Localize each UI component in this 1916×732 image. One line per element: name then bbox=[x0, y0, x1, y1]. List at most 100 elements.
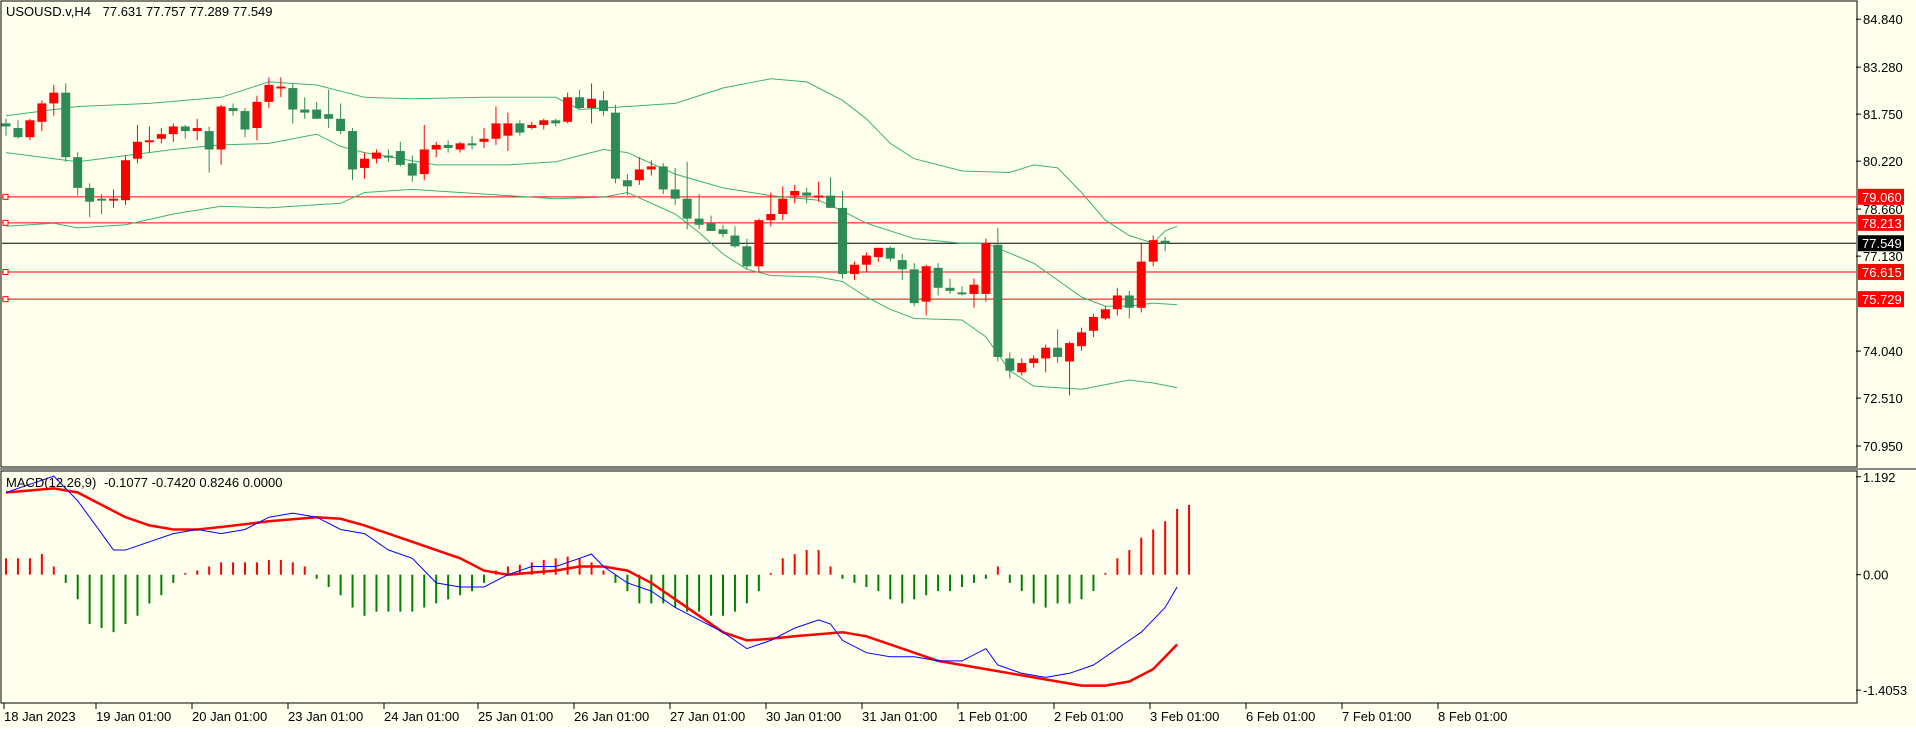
time-tick-label: 19 Jan 01:00 bbox=[96, 709, 171, 724]
bear-candle-body bbox=[1005, 358, 1015, 371]
bull-candle-body bbox=[252, 101, 262, 128]
bull-candle-body bbox=[527, 124, 537, 128]
bear-candle-body bbox=[694, 218, 704, 225]
bear-candle-body bbox=[897, 260, 907, 270]
bear-candle-body bbox=[551, 120, 561, 124]
bear-candle-body bbox=[288, 88, 298, 110]
bear-candle-body bbox=[383, 155, 393, 158]
bull-candle-body bbox=[969, 284, 979, 294]
bear-candle-body bbox=[228, 108, 238, 112]
bull-candle-body bbox=[168, 126, 178, 135]
bear-candle-body bbox=[945, 287, 955, 291]
price-tick-label: 70.950 bbox=[1863, 439, 1903, 454]
bull-candle-body bbox=[849, 264, 859, 274]
bear-candle-body bbox=[240, 111, 250, 130]
bollinger-upper-line bbox=[5, 78, 1178, 244]
bull-candle-body bbox=[1029, 358, 1039, 364]
bear-candle-body bbox=[885, 247, 895, 259]
bear-candle-body bbox=[73, 157, 83, 188]
time-tick-label: 20 Jan 01:00 bbox=[192, 709, 267, 724]
time-tick-label: 3 Feb 01:00 bbox=[1150, 709, 1219, 724]
level-price-label: 75.729 bbox=[1862, 292, 1902, 307]
bull-candle-body bbox=[360, 158, 369, 168]
bollinger-lower-line bbox=[5, 188, 1178, 390]
bull-candle-body bbox=[156, 134, 166, 139]
bull-candle-body bbox=[1136, 261, 1146, 308]
bull-candle-body bbox=[371, 152, 381, 159]
time-tick-label: 26 Jan 01:00 bbox=[574, 709, 649, 724]
bull-candle-body bbox=[981, 243, 991, 294]
price-tick-label: 83.280 bbox=[1863, 60, 1903, 75]
bear-candle-body bbox=[407, 163, 417, 176]
bull-candle-body bbox=[1100, 309, 1110, 319]
bear-candle-body bbox=[97, 198, 107, 201]
macd-pane-frame bbox=[0, 470, 1858, 704]
level-anchor bbox=[2, 193, 9, 200]
bear-candle-body bbox=[300, 109, 310, 113]
macd-tick-label: -1.4053 bbox=[1863, 683, 1907, 698]
price-pane-frame bbox=[0, 0, 1858, 468]
bull-candle-body bbox=[455, 143, 465, 150]
macd-header: MACD(12,26,9) -0.1077 -0.7420 0.8246 0.0… bbox=[6, 475, 282, 490]
time-tick-label: 7 Feb 01:00 bbox=[1342, 709, 1411, 724]
price-tick-label: 72.510 bbox=[1863, 391, 1903, 406]
level-price-tag bbox=[1858, 263, 1904, 280]
price-pane[interactable] bbox=[1, 77, 1857, 396]
bull-candle-body bbox=[766, 214, 776, 221]
bear-candle-body bbox=[658, 166, 668, 190]
bull-candle-body bbox=[1017, 363, 1027, 373]
level-anchor bbox=[2, 268, 9, 275]
bull-candle-body bbox=[563, 97, 573, 122]
bull-candle-body bbox=[1112, 295, 1122, 310]
level-price-tag bbox=[1858, 291, 1904, 308]
bear-candle-body bbox=[1, 123, 11, 127]
bear-candle-body bbox=[622, 180, 632, 187]
macd-label: MACD(12,26,9) bbox=[6, 475, 96, 490]
current-price-tag bbox=[1858, 235, 1904, 252]
time-tick-label: 30 Jan 01:00 bbox=[766, 709, 841, 724]
bull-candle-body bbox=[132, 141, 142, 159]
bear-candle-body bbox=[336, 118, 346, 132]
ohlc-values: 77.631 77.757 77.289 77.549 bbox=[103, 4, 273, 19]
bull-candle-body bbox=[790, 190, 800, 196]
bull-candle-body bbox=[814, 195, 824, 198]
bear-candle-body bbox=[1053, 347, 1063, 357]
level-price-label: 79.060 bbox=[1862, 190, 1902, 205]
bull-candle-body bbox=[25, 120, 35, 138]
bull-candle-body bbox=[1065, 343, 1075, 362]
bear-candle-body bbox=[802, 192, 812, 196]
bull-candle-body bbox=[1041, 347, 1051, 359]
macd-signal-line bbox=[5, 487, 1178, 687]
bear-candle-body bbox=[682, 198, 692, 219]
level-anchor bbox=[2, 219, 9, 226]
time-axis: 18 Jan 2023 19 Jan 01:00 20 Jan 01:00 23 Ja… bbox=[3, 703, 1507, 724]
macd-pane[interactable] bbox=[5, 475, 1191, 687]
bear-candle-body bbox=[706, 223, 716, 231]
time-tick-label: 23 Jan 01:00 bbox=[288, 709, 363, 724]
bull-candle-body bbox=[419, 149, 429, 175]
macd-tick-label: 0.00 bbox=[1863, 568, 1888, 583]
level-price-label: 78.213 bbox=[1862, 216, 1902, 231]
bull-candle-body bbox=[264, 84, 274, 102]
bull-candle-body bbox=[479, 138, 489, 142]
bear-candle-body bbox=[395, 151, 405, 165]
bear-candle-body bbox=[718, 229, 728, 234]
time-tick-label: 27 Jan 01:00 bbox=[670, 709, 745, 724]
bear-candle-body bbox=[61, 92, 71, 158]
macd-values: -0.1077 -0.7420 0.8246 0.0000 bbox=[104, 475, 283, 490]
bear-candle-body bbox=[1160, 240, 1170, 244]
bear-candle-body bbox=[85, 187, 95, 202]
bull-candle-body bbox=[503, 123, 513, 136]
bear-candle-body bbox=[204, 131, 214, 150]
price-tick-label: 77.130 bbox=[1863, 249, 1903, 264]
bull-candle-body bbox=[921, 266, 931, 302]
time-tick-label: 24 Jan 01:00 bbox=[384, 709, 459, 724]
bull-candle-body bbox=[491, 123, 501, 139]
bear-candle-body bbox=[1124, 295, 1134, 308]
macd-axis: 1.192 0.00 -1.4053 bbox=[1856, 470, 1907, 698]
bear-candle-body bbox=[348, 131, 358, 170]
bull-candle-body bbox=[646, 166, 656, 170]
bull-candle-body bbox=[634, 169, 644, 181]
